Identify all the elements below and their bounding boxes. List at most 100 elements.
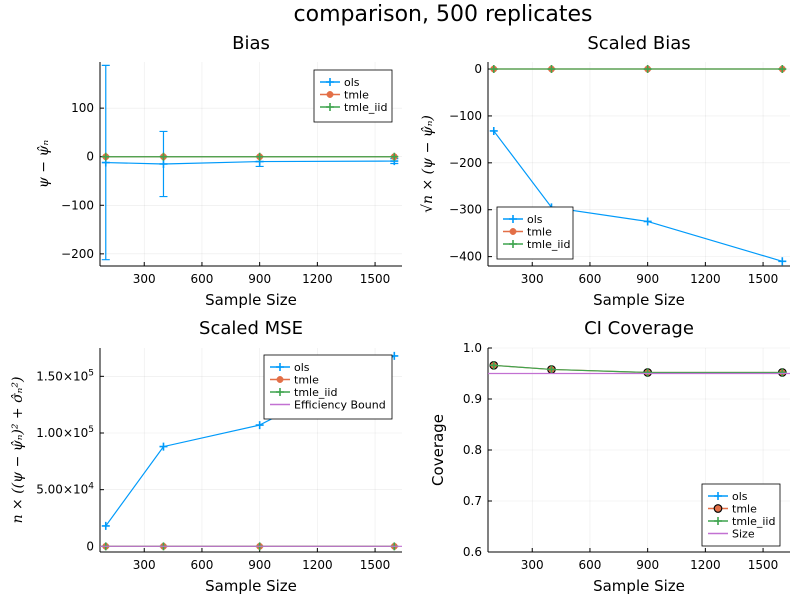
x-tick-label: 1500 bbox=[360, 558, 391, 572]
y-tick-label: −200 bbox=[61, 247, 94, 261]
y-tick-label: 0.9 bbox=[463, 392, 482, 406]
legend-label: ols bbox=[294, 361, 310, 374]
legend-marker bbox=[509, 240, 517, 248]
legend-marker bbox=[276, 363, 284, 371]
x-tick-label: 900 bbox=[248, 272, 271, 286]
x-axis-label: Sample Size bbox=[205, 577, 297, 595]
y-tick-exponent: 4 bbox=[88, 482, 94, 492]
panel-scaled_bias: 300 600 900 1200 1500 0 −100 −200 −300 −400 Scaled… bbox=[420, 33, 790, 309]
data-point bbox=[255, 152, 264, 161]
data-point bbox=[159, 442, 168, 451]
x-tick-label: 1200 bbox=[690, 558, 721, 572]
y-tick-label: 0.7 bbox=[463, 494, 482, 508]
x-axis-label: Sample Size bbox=[205, 291, 297, 309]
legend-marker bbox=[714, 492, 722, 500]
x-tick-label: 300 bbox=[521, 558, 544, 572]
y-tick-label: 0 bbox=[86, 150, 94, 164]
series-ols bbox=[101, 64, 399, 261]
data-point bbox=[643, 368, 652, 377]
y-tick-exponent: 5 bbox=[88, 368, 94, 378]
x-tick-label: 1200 bbox=[690, 272, 721, 286]
legend-label: tmle bbox=[527, 226, 552, 239]
legend-marker bbox=[713, 504, 723, 513]
legend-label: tmle_iid bbox=[344, 101, 387, 114]
legend-box bbox=[701, 483, 781, 547]
x-tick-label: 1500 bbox=[748, 558, 779, 572]
data-point bbox=[101, 152, 110, 161]
legend-box bbox=[263, 354, 393, 420]
panel-ci_coverage: 300 600 900 1200 1500 0.6 0.7 0.8 0.9 1.0 CI Cover… bbox=[429, 318, 790, 595]
legend-label: tmle bbox=[294, 374, 319, 387]
legend-box bbox=[496, 206, 574, 260]
x-tick-label: 300 bbox=[133, 272, 156, 286]
panel-bias: 300 600 900 1200 1500 100 0 −100 −200 Bias Sample … bbox=[36, 33, 402, 309]
legend-label: tmle_iid bbox=[732, 515, 775, 528]
x-tick-label: 900 bbox=[636, 558, 659, 572]
series-tmle_iid bbox=[489, 361, 787, 377]
series-line bbox=[493, 130, 783, 262]
x-axis-label: Sample Size bbox=[593, 291, 685, 309]
y-tick-exponent: 5 bbox=[88, 425, 94, 435]
y-tick-label: 0.6 bbox=[463, 545, 482, 559]
chart-title: Scaled MSE bbox=[199, 318, 303, 339]
x-tick-label: 600 bbox=[190, 272, 213, 286]
series-tmle_iid bbox=[101, 152, 399, 161]
series-tmle_iid bbox=[489, 65, 787, 74]
x-tick-label: 600 bbox=[578, 272, 601, 286]
x-tick-label: 300 bbox=[133, 558, 156, 572]
y-tick-label: 1.50×105 bbox=[36, 368, 94, 383]
y-tick-mantissa: 1.00×10 bbox=[36, 426, 88, 440]
chart-title: CI Coverage bbox=[584, 318, 694, 339]
legend-marker bbox=[714, 517, 722, 525]
figure-suptitle: comparison, 500 replicates bbox=[294, 2, 593, 27]
series-line bbox=[105, 160, 395, 165]
legend-label: Efficiency Bound bbox=[294, 399, 386, 412]
legend-marker bbox=[326, 103, 334, 111]
data-point bbox=[159, 152, 168, 161]
legend-marker bbox=[326, 78, 334, 86]
legend-marker bbox=[509, 215, 517, 223]
y-tick-label: 1.00×105 bbox=[36, 425, 94, 440]
y-tick-label: 0.8 bbox=[463, 443, 482, 457]
data-point bbox=[547, 65, 556, 74]
series-line bbox=[493, 364, 783, 374]
data-point bbox=[159, 160, 168, 168]
legend-label: Size bbox=[732, 528, 755, 541]
y-axis-label: Coverage bbox=[429, 414, 447, 486]
data-point bbox=[778, 368, 787, 377]
y-tick-mantissa: 0 bbox=[86, 539, 94, 553]
legend-marker bbox=[509, 228, 517, 235]
data-point bbox=[255, 421, 264, 430]
data-point bbox=[489, 361, 498, 370]
x-tick-label: 600 bbox=[578, 558, 601, 572]
legend-label: tmle bbox=[344, 89, 369, 102]
y-tick-label: 1.0 bbox=[463, 341, 482, 355]
panel-scaled_mse: 300 600 900 1200 150005.00×1041.00×1051.50×1… bbox=[10, 318, 402, 595]
x-tick-label: 300 bbox=[521, 272, 544, 286]
data-point bbox=[778, 257, 787, 266]
legend-marker bbox=[326, 91, 334, 98]
y-tick-label: −300 bbox=[449, 203, 482, 217]
legend-label: ols bbox=[527, 213, 543, 226]
x-tick-label: 900 bbox=[248, 558, 271, 572]
data-point bbox=[489, 65, 498, 74]
data-point bbox=[390, 152, 399, 161]
legend-label: tmle bbox=[732, 503, 757, 516]
chart-title: Scaled Bias bbox=[587, 33, 690, 54]
data-point bbox=[643, 65, 652, 74]
data-point bbox=[643, 217, 652, 226]
legend-marker bbox=[276, 376, 284, 383]
data-point bbox=[101, 521, 110, 530]
x-tick-label: 1500 bbox=[360, 272, 391, 286]
y-tick-mantissa: 5.00×10 bbox=[36, 483, 88, 497]
legend-label: ols bbox=[344, 76, 360, 89]
y-tick-label: −100 bbox=[449, 109, 482, 123]
y-axis-label: √n × (ψ − ψ̂ₙ) bbox=[420, 115, 436, 213]
x-tick-label: 1200 bbox=[302, 558, 333, 572]
legend-label: ols bbox=[732, 490, 748, 503]
y-tick-label: 0 bbox=[86, 539, 94, 553]
